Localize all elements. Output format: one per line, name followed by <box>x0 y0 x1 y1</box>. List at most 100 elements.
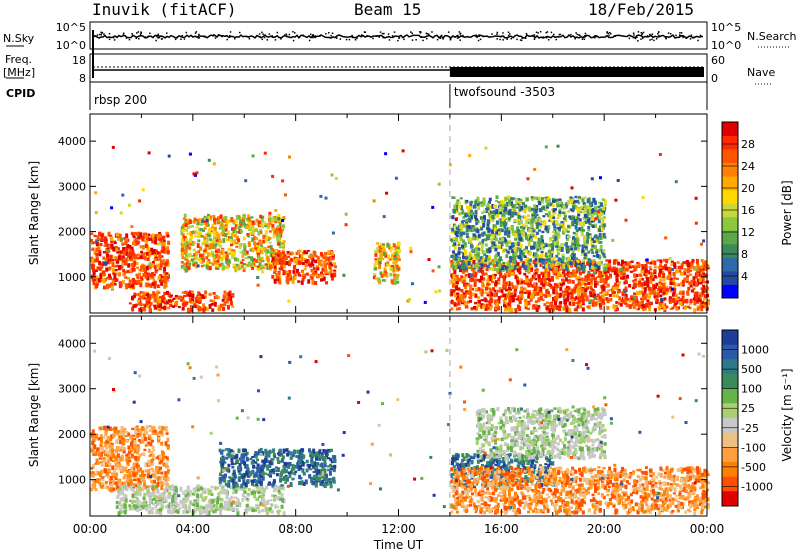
nsearch-dot <box>261 38 263 41</box>
power-cell <box>130 246 134 251</box>
power-cell <box>694 267 698 271</box>
power-cell <box>547 275 551 278</box>
power-cell <box>503 304 506 308</box>
velocity-cell <box>166 469 170 473</box>
power-cell <box>666 266 670 272</box>
power-cell <box>143 268 147 272</box>
power-cell <box>657 305 661 311</box>
power-cell <box>577 211 581 217</box>
power-cell <box>567 248 570 253</box>
power-cell <box>162 239 166 244</box>
power-cell <box>319 259 323 263</box>
power-cell <box>110 236 114 242</box>
power-cell <box>472 260 476 265</box>
power-cell <box>622 288 626 292</box>
power-cell <box>328 258 332 264</box>
power-cell <box>117 255 121 261</box>
power-cell <box>551 243 555 248</box>
power-cell <box>200 228 203 231</box>
power-cell <box>392 243 396 248</box>
power-cell <box>502 237 506 242</box>
power-cell <box>677 306 680 310</box>
power-cell <box>475 256 479 261</box>
power-cell <box>530 268 534 273</box>
nsearch-dot <box>509 33 511 35</box>
power-cell <box>698 298 702 302</box>
power-cell <box>541 239 544 244</box>
power-cell <box>548 308 552 313</box>
power-cell <box>113 283 117 286</box>
power-cell <box>596 276 600 279</box>
power-cell <box>317 258 321 262</box>
power-cell <box>682 261 686 265</box>
power-cell <box>598 272 601 277</box>
power-cell <box>643 287 647 292</box>
power-cell <box>114 245 118 249</box>
power-cell <box>462 239 465 244</box>
velocity-cell <box>118 446 122 451</box>
power-cell <box>499 275 502 278</box>
power-cell <box>548 219 552 222</box>
power-cell <box>637 262 641 265</box>
nsearch-dot <box>649 33 651 36</box>
power-cell <box>613 291 616 294</box>
power-cell <box>333 272 337 278</box>
power-cell <box>658 153 662 156</box>
power-cell <box>139 245 143 249</box>
power-cell <box>704 302 708 307</box>
power-cell <box>581 198 585 203</box>
power-cell <box>378 264 382 270</box>
power-cell <box>589 212 593 216</box>
nsearch-dot <box>456 37 459 39</box>
power-cell <box>470 249 474 253</box>
power-cell <box>536 248 540 252</box>
velocity-cell <box>122 438 126 443</box>
power-cell <box>660 286 664 290</box>
power-cell <box>599 208 603 213</box>
power-cell <box>209 299 213 302</box>
power-cell <box>455 285 458 291</box>
power-cell <box>145 234 149 239</box>
power-cell <box>511 269 515 272</box>
power-cell <box>591 209 595 214</box>
power-cell <box>518 247 522 252</box>
power-cell <box>467 264 471 267</box>
power-cell <box>153 285 157 289</box>
power-cell <box>180 261 184 264</box>
power-cell <box>602 216 606 219</box>
power-cell <box>592 271 596 275</box>
power-cell <box>564 215 567 218</box>
power-cell <box>648 290 652 296</box>
power-cell <box>591 274 595 278</box>
nsearch-dot <box>632 36 635 39</box>
power-cell <box>241 255 245 258</box>
power-cell <box>186 266 190 270</box>
power-cell <box>107 259 111 263</box>
power-cell <box>566 230 570 233</box>
power-cell <box>569 292 573 295</box>
power-cell <box>264 230 268 234</box>
power-cell <box>238 267 242 270</box>
power-cell <box>537 255 541 260</box>
power-cell <box>500 200 504 205</box>
power-cell <box>463 292 467 298</box>
power-cell <box>628 304 632 309</box>
power-cell <box>309 256 313 260</box>
power-cell <box>264 234 268 239</box>
power-cell <box>466 205 469 209</box>
power-cell <box>300 280 304 285</box>
power-cell <box>378 245 382 250</box>
power-cell <box>530 293 534 298</box>
nsearch-dot <box>328 32 330 34</box>
power-cell <box>557 257 561 262</box>
power-cell <box>395 275 399 280</box>
power-cell <box>572 256 576 261</box>
power-cell <box>506 267 510 272</box>
power-cell <box>469 262 473 267</box>
power-cell <box>119 211 123 215</box>
power-cell <box>148 262 152 266</box>
power-cell <box>512 233 515 236</box>
power-cell <box>603 199 607 204</box>
power-cell <box>326 262 330 265</box>
nsearch-dot <box>336 37 338 39</box>
